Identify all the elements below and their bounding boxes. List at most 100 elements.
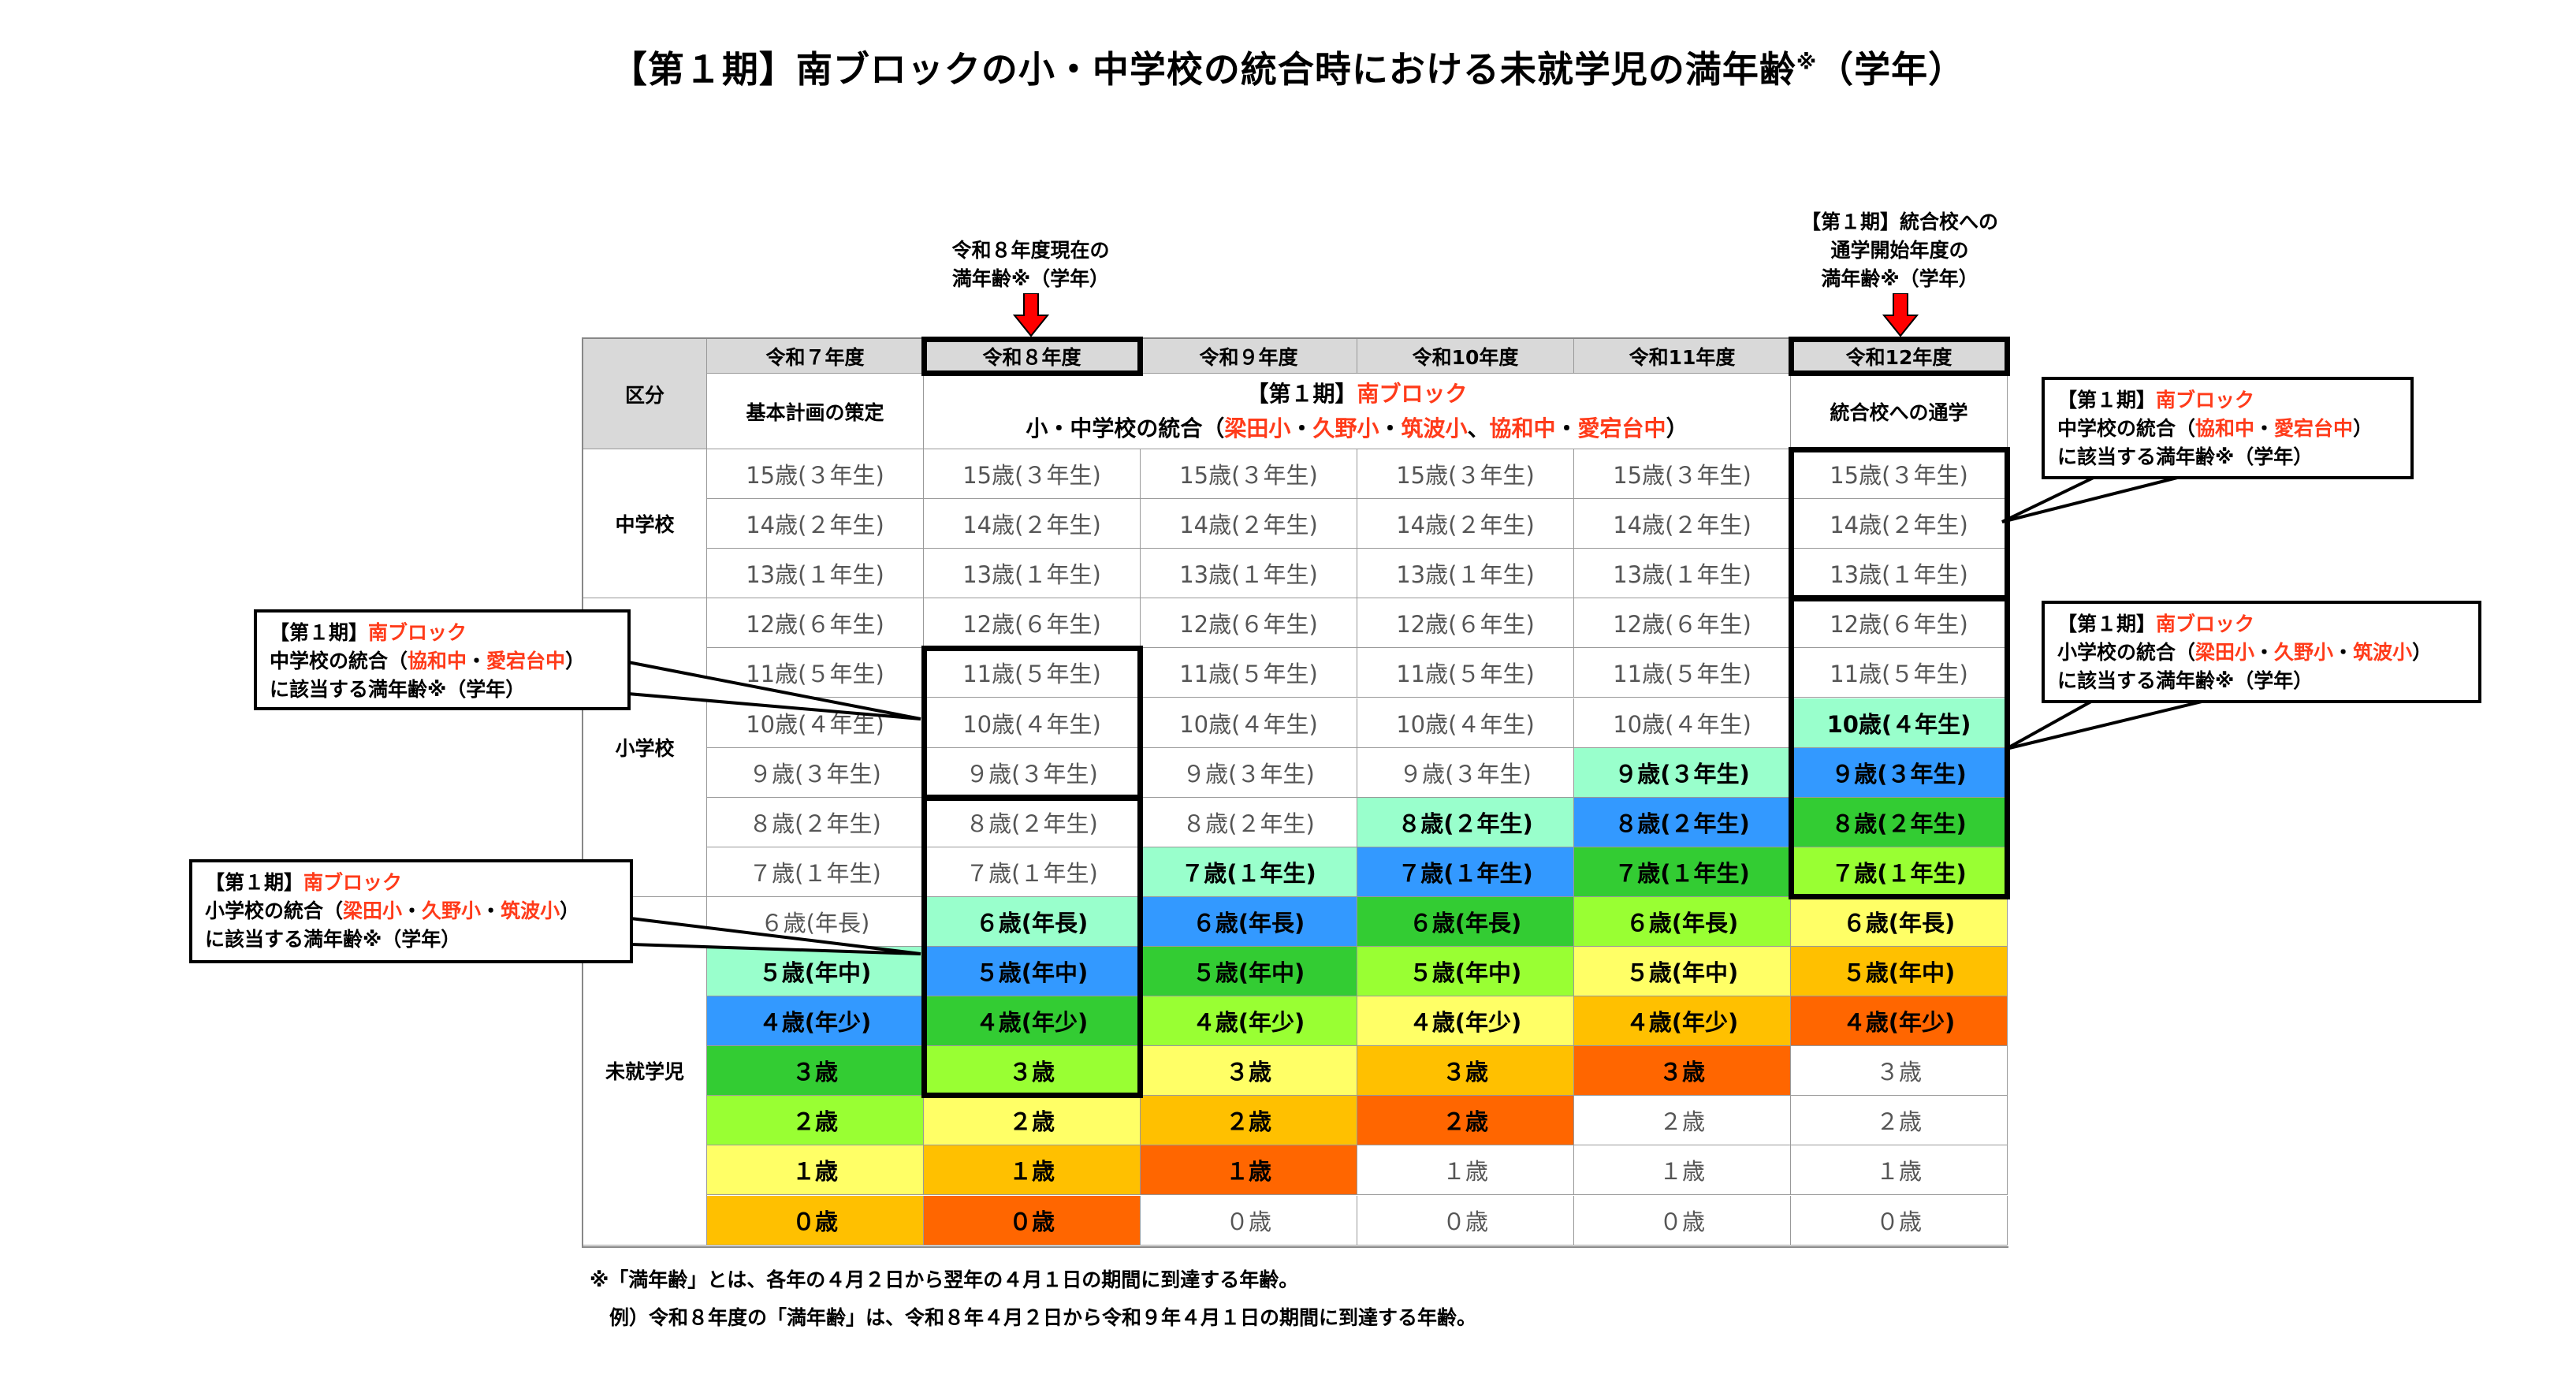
age-cell: 11歳(５年生) [1574, 648, 1791, 698]
text-segment: ・ [402, 899, 423, 922]
school-name: 愛宕台中 [486, 650, 566, 672]
callout-line: に該当する満年齢※（学年） [270, 676, 615, 704]
school-name: 愛宕台中 [2274, 417, 2354, 440]
callout-line: 小学校の統合（梁田小・久野小・筑波小） [2057, 639, 2466, 667]
title-suffix: （学年） [1817, 48, 1966, 91]
text-segment: に該当する満年齢※（学年） [270, 678, 526, 701]
school-name: 南ブロック [303, 871, 403, 894]
school-name: 愛宕台中 [1577, 415, 1666, 441]
text-segment: ・ [1379, 415, 1402, 441]
age-cell: ５歳(年中) [1791, 947, 2008, 997]
age-cell: ２歳 [1791, 1096, 2008, 1146]
age-cell: ２歳 [924, 1096, 1141, 1146]
age-cell: 12歳(６年生) [1791, 598, 2008, 649]
callout-line: 中学校の統合（協和中・愛宕台中） [270, 647, 615, 676]
callout-box: 【第１期】南ブロック 小学校の統合（梁田小・久野小・筑波小） に該当する満年齢※（学… [2042, 601, 2481, 703]
school-name: 南ブロック [2156, 389, 2255, 411]
year-header: 令和10年度 [1357, 339, 1574, 374]
age-cell: ３歳 [924, 1046, 1141, 1097]
group-label: 中学校 [583, 449, 707, 599]
age-cell: ６歳(年長) [1791, 896, 2008, 947]
age-cell: ５歳(年中) [1357, 947, 1574, 997]
age-cell: 11歳(５年生) [1357, 648, 1574, 698]
age-cell: ０歳 [924, 1195, 1141, 1246]
text-segment: ） [560, 899, 580, 922]
text-segment: に該当する満年齢※（学年） [205, 928, 461, 951]
age-cell: 11歳(５年生) [1791, 648, 2008, 698]
text-segment: に該当する満年齢※（学年） [2057, 669, 2314, 692]
age-cell: ３歳 [1141, 1046, 1357, 1097]
age-cell: ８歳(２年生) [1791, 797, 2008, 847]
text-segment: ） [2353, 417, 2373, 440]
age-cell: ９歳(３年生) [924, 747, 1141, 798]
school-name: 南ブロック [2156, 613, 2255, 635]
callout-box: 【第１期】南ブロック 小学校の統合（梁田小・久野小・筑波小） に該当する満年齢※（学… [189, 859, 633, 963]
age-cell: １歳 [924, 1145, 1141, 1196]
age-cell: ８歳(２年生) [1141, 797, 1357, 847]
phase-merge: 【第１期】南ブロック 小・中学校の統合（梁田小・久野小・筑波小、協和中・愛宕台中） [924, 374, 1791, 449]
age-cell: ６歳(年長) [1574, 896, 1791, 947]
age-cell: １歳 [1141, 1145, 1357, 1196]
age-cell: １歳 [1791, 1145, 2008, 1196]
callout-line: 【第１期】南ブロック [2057, 610, 2466, 639]
age-cell: ４歳(年少) [707, 996, 924, 1047]
corner-header: 区分 [583, 339, 707, 449]
callout-line: 【第１期】南ブロック [270, 619, 615, 647]
age-cell: ２歳 [1574, 1096, 1791, 1146]
age-cell: 12歳(６年生) [1141, 598, 1357, 649]
text-segment: ・ [2254, 417, 2275, 440]
age-cell: 13歳(１年生) [1574, 549, 1791, 599]
callout-line: に該当する満年齢※（学年） [2057, 443, 2398, 471]
callout-pointer [2005, 697, 2216, 750]
age-cell: ６歳(年長) [924, 896, 1141, 947]
annotation-line: 【第１期】統合校への [1800, 210, 1998, 233]
text-segment: 【第１期】 [1246, 380, 1357, 407]
text-segment: 小学校の統合（ [2057, 641, 2196, 664]
text-segment: 【第１期】 [2057, 389, 2157, 411]
school-name: 梁田小 [343, 899, 403, 922]
text-segment: ） [1666, 415, 1688, 441]
age-cell: ６歳(年長) [1141, 896, 1357, 947]
annotation-current-age: 令和８年度現在の 満年齢※（学年） [922, 236, 1139, 293]
school-name: 筑波小 [501, 899, 560, 922]
annotation-start-age: 【第１期】統合校への 通学開始年度の 満年齢※（学年） [1766, 208, 2034, 293]
text-segment: ） [2412, 641, 2433, 664]
age-cell: 15歳(３年生) [1574, 449, 1791, 500]
age-cell: 10歳(４年生) [1141, 698, 1357, 748]
phase-plan: 基本計画の策定 [707, 374, 924, 449]
callout-line: 【第１期】南ブロック [205, 869, 617, 897]
annotation-line: 通学開始年度の [1830, 239, 1969, 262]
school-name: 南ブロック [368, 621, 467, 644]
age-cell: 10歳(４年生) [1574, 698, 1791, 748]
age-cell: ０歳 [707, 1195, 924, 1246]
age-cell: ７歳(１年生) [1357, 847, 1574, 897]
text-segment: 【第１期】 [270, 621, 369, 644]
phase-merge-line: 【第１期】南ブロック [1246, 377, 1467, 411]
age-cell: ０歳 [1574, 1195, 1791, 1246]
age-cell: ８歳(２年生) [924, 797, 1141, 847]
year-header: 令和８年度 [924, 339, 1141, 374]
age-cell: ４歳(年少) [924, 996, 1141, 1047]
callout-line: 【第１期】南ブロック [2057, 386, 2398, 415]
school-name: 久野小 [2274, 641, 2334, 664]
text-segment: 【第１期】 [205, 871, 304, 894]
text-segment: ・ [467, 650, 487, 672]
age-cell: １歳 [707, 1145, 924, 1196]
age-cell: 13歳(１年生) [1357, 549, 1574, 599]
annotation-line: 満年齢※（学年） [1821, 267, 1979, 290]
age-cell: 14歳(２年生) [1141, 499, 1357, 549]
callout-pointer [627, 660, 921, 721]
age-cell: ７歳(１年生) [1791, 847, 2008, 897]
age-cell: ９歳(３年生) [1574, 747, 1791, 798]
age-cell: 11歳(５年生) [1141, 648, 1357, 698]
age-cell: ４歳(年少) [1141, 996, 1357, 1047]
age-cell: ５歳(年中) [1574, 947, 1791, 997]
callout-line: に該当する満年齢※（学年） [2057, 667, 2466, 695]
text-segment: 小・中学校の統合（ [1026, 415, 1225, 441]
age-cell: 14歳(２年生) [924, 499, 1141, 549]
age-cell: ０歳 [1357, 1195, 1574, 1246]
annotation-line: 令和８年度現在の [951, 239, 1110, 262]
age-cell: 15歳(３年生) [1357, 449, 1574, 500]
text-segment: ・ [481, 899, 501, 922]
